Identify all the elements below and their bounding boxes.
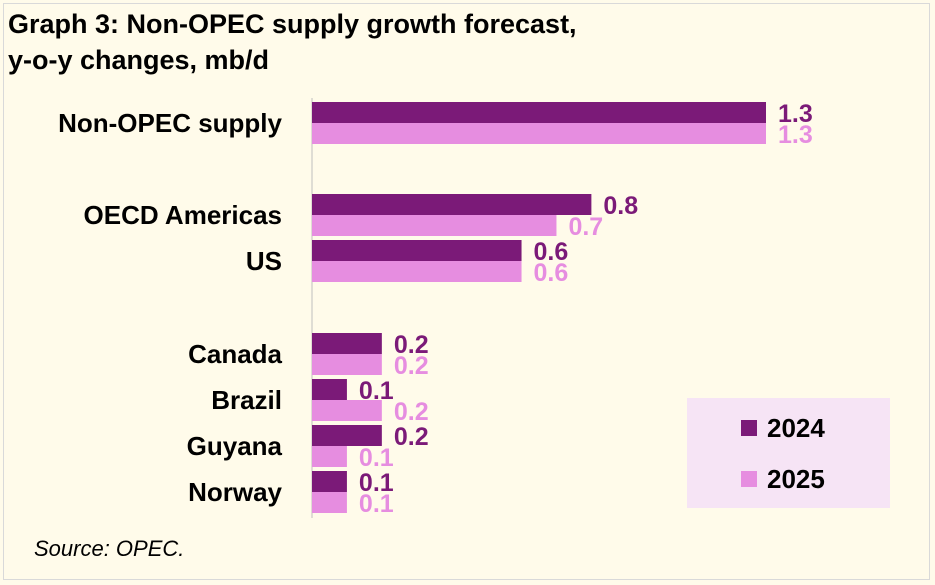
data-label-2024-non-opec-supply: 1.3 [778,100,813,128]
data-label-2024-us: 0.6 [534,238,569,266]
data-label-2024-guyana: 0.2 [394,423,429,451]
category-label-oecd-americas: OECD Americas [84,200,282,230]
bar-2024-oecd-americas [312,194,592,215]
data-label-2025-oecd-americas: 0.7 [568,213,603,241]
bar-2024-us [312,240,522,261]
chart-frame [3,3,930,580]
chart-title-line1: Graph 3: Non-OPEC supply growth forecast… [8,9,577,39]
bar-2024-non-opec-supply [312,102,766,123]
bar-2024-brazil [312,379,347,400]
legend-box [687,398,890,508]
bar-2024-norway [312,471,347,492]
bar-2025-us [312,261,522,282]
bar-2025-canada [312,354,382,375]
category-label-non-opec-supply: Non-OPEC supply [58,108,282,138]
category-label-guyana: Guyana [187,431,283,461]
legend-label-2024: 2024 [767,413,825,443]
bar-2025-guyana [312,446,347,467]
data-label-2025-guyana: 0.1 [359,444,394,472]
bar-2025-non-opec-supply [312,123,766,144]
bar-2025-brazil [312,400,382,421]
data-label-2025-canada: 0.2 [394,352,429,380]
source-note: Source: OPEC. [34,536,185,561]
chart-title: Graph 3: Non-OPEC supply growth forecast… [8,6,577,78]
category-label-norway: Norway [188,477,282,507]
data-label-2025-us: 0.6 [534,259,569,287]
data-label-2025-non-opec-supply: 1.3 [778,121,813,149]
category-label-brazil: Brazil [211,385,282,415]
bar-2024-canada [312,333,382,354]
data-label-2024-oecd-americas: 0.8 [603,192,638,220]
bar-2024-guyana [312,425,382,446]
bar-2025-norway [312,492,347,513]
category-label-us: US [246,246,282,276]
data-label-2025-brazil: 0.2 [394,398,429,426]
legend-swatch-2024 [741,420,757,436]
data-label-2025-norway: 0.1 [359,490,394,518]
data-label-2024-canada: 0.2 [394,331,429,359]
data-label-2024-norway: 0.1 [359,469,394,497]
category-label-canada: Canada [188,339,282,369]
chart-title-line2: y-o-y changes, mb/d [8,45,270,75]
legend-swatch-2025 [741,471,757,487]
legend-label-2025: 2025 [767,464,825,494]
bar-2025-oecd-americas [312,215,557,236]
